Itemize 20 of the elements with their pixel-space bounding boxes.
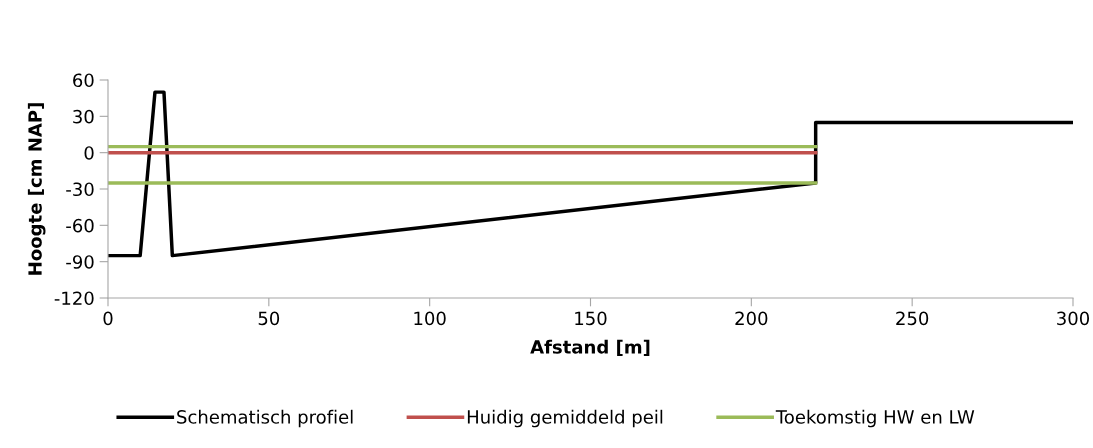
legend-label: Toekomstig HW en LW bbox=[775, 409, 975, 428]
x-tick-label: 250 bbox=[896, 311, 929, 326]
y-tick-label: -120 bbox=[54, 291, 94, 306]
y-axis-title: Hoogte [cm NAP] bbox=[27, 103, 46, 275]
y-tick-label: -60 bbox=[66, 218, 94, 233]
y-tick-label: 0 bbox=[84, 146, 94, 160]
x-tick-label: 300 bbox=[1057, 311, 1090, 326]
legend-label: Huidig gemiddeld peil bbox=[467, 409, 663, 428]
line-series bbox=[108, 90, 1073, 258]
x-tick-label: 150 bbox=[575, 311, 607, 326]
y-tick-label: -90 bbox=[66, 255, 94, 269]
legend-label: Schematisch profiel bbox=[177, 409, 353, 428]
x-tick-label: 50 bbox=[258, 311, 280, 326]
y-tick-label: -30 bbox=[66, 182, 94, 197]
x-tick-label: 0 bbox=[103, 311, 113, 326]
x-axis-title: Afstand [m] bbox=[530, 339, 650, 356]
x-tick-label: 200 bbox=[735, 311, 768, 326]
y-tick-label: 30 bbox=[73, 109, 94, 124]
x-tick-label: 100 bbox=[414, 311, 446, 326]
y-tick-label: 60 bbox=[73, 73, 94, 88]
